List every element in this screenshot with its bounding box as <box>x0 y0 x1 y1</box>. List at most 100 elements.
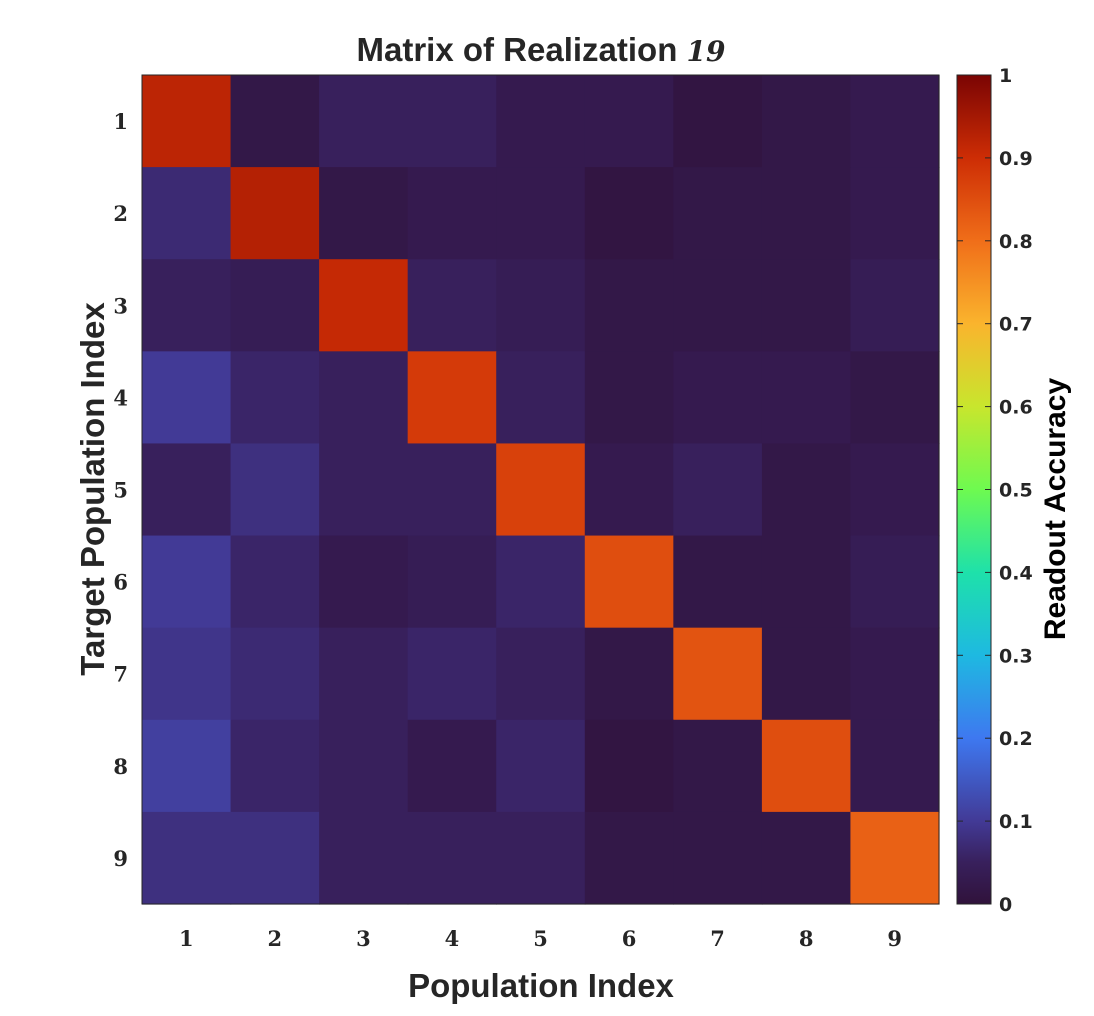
heatmap-cell-r9-c7 <box>673 811 763 905</box>
heatmap-cell-r8-c4 <box>407 719 497 813</box>
heatmap-cell-r4-c2 <box>230 351 320 445</box>
heatmap-cell-r5-c8 <box>761 443 852 537</box>
y-axis-label: Target Population Index <box>74 302 111 676</box>
heatmap-cell-r7-c4 <box>407 627 497 721</box>
chart-title: Matrix of Realization 19 <box>356 31 725 68</box>
y-tick-label: 6 <box>113 570 128 595</box>
x-tick-label: 1 <box>179 926 194 951</box>
heatmap-cell-r9-c2 <box>230 811 320 905</box>
x-ticks: 1 2 3 4 5 6 7 8 9 <box>179 926 902 951</box>
heatmap-cell-r7-c8 <box>761 627 852 721</box>
y-tick-label: 5 <box>113 478 128 503</box>
x-tick-label: 4 <box>445 926 460 951</box>
heatmap-cell-r6-c5 <box>496 535 586 629</box>
heatmap-cell-r4-c9 <box>850 351 940 445</box>
heatmap-cell-r8-c2 <box>230 719 320 813</box>
y-tick-label: 2 <box>113 201 128 226</box>
heatmap-cell-r6-c1 <box>142 535 232 629</box>
heatmap-cell-r4-c1 <box>142 351 232 445</box>
heatmap-cell-r5-c5 <box>496 443 586 537</box>
heatmap-cells <box>142 75 940 905</box>
heatmap-cell-r2-c4 <box>407 167 497 260</box>
heatmap-cell-r2-c7 <box>673 167 763 260</box>
heatmap-cell-r5-c7 <box>673 443 763 537</box>
heatmap-cell-r3-c6 <box>584 259 674 352</box>
heatmap-cell-r2-c3 <box>319 167 409 260</box>
y-tick-label: 7 <box>113 662 128 687</box>
colorbar-label: Readout Accuracy <box>1039 378 1072 641</box>
x-tick-label: 7 <box>710 926 725 951</box>
heatmap-cell-r8-c8 <box>761 719 852 813</box>
heatmap-cell-r6-c6 <box>584 535 674 629</box>
heatmap-cell-r3-c4 <box>407 259 497 352</box>
colorbar-tick-label: 0.3 <box>999 645 1033 667</box>
heatmap-cell-r6-c3 <box>319 535 409 629</box>
heatmap-cell-r8-c7 <box>673 719 763 813</box>
heatmap-cell-r8-c6 <box>584 719 674 813</box>
heatmap-cell-r8-c1 <box>142 719 232 813</box>
chart-title-number: 19 <box>687 35 726 68</box>
heatmap-cell-r1-c8 <box>761 75 852 168</box>
colorbar-tick-label: 0 <box>999 894 1012 916</box>
heatmap-cell-r3-c9 <box>850 259 940 352</box>
x-tick-label: 9 <box>887 926 902 951</box>
heatmap-cell-r1-c1 <box>142 75 232 168</box>
heatmap-cell-r3-c5 <box>496 259 586 352</box>
heatmap-cell-r7-c5 <box>496 627 586 721</box>
heatmap-cell-r3-c1 <box>142 259 232 352</box>
y-tick-label: 4 <box>113 385 128 410</box>
heatmap-cell-r8-c3 <box>319 719 409 813</box>
heatmap-cell-r7-c9 <box>850 627 940 721</box>
heatmap-cell-r6-c8 <box>761 535 852 629</box>
heatmap-cell-r1-c5 <box>496 75 586 168</box>
heatmap-cell-r3-c8 <box>761 259 852 352</box>
heatmap-cell-r9-c3 <box>319 811 409 905</box>
heatmap-cell-r9-c9 <box>850 811 940 905</box>
heatmap-cell-r1-c7 <box>673 75 763 168</box>
heatmap-cell-r5-c4 <box>407 443 497 537</box>
heatmap-cell-r2-c6 <box>584 167 674 260</box>
heatmap-cell-r7-c6 <box>584 627 674 721</box>
heatmap-cell-r2-c9 <box>850 167 940 260</box>
heatmap-cell-r2-c2 <box>230 167 320 260</box>
x-tick-label: 2 <box>267 926 282 951</box>
heatmap-cell-r2-c1 <box>142 167 232 260</box>
x-tick-label: 8 <box>799 926 814 951</box>
heatmap-cell-r4-c6 <box>584 351 674 445</box>
x-tick-label: 3 <box>356 926 371 951</box>
heatmap-cell-r5-c2 <box>230 443 320 537</box>
heatmap-cell-r5-c6 <box>584 443 674 537</box>
colorbar-tick-label: 0.6 <box>999 397 1033 419</box>
heatmap-cell-r9-c5 <box>496 811 586 905</box>
plot-frame <box>141 74 940 905</box>
colorbar-tick-label: 0.9 <box>999 148 1033 170</box>
heatmap-cell-r2-c5 <box>496 167 586 260</box>
heatmap-cell-r4-c5 <box>496 351 586 445</box>
heatmap-cell-r1-c6 <box>584 75 674 168</box>
heatmap-cell-r1-c3 <box>319 75 409 168</box>
heatmap-cell-r3-c7 <box>673 259 763 352</box>
heatmap-cell-r9-c8 <box>761 811 852 905</box>
heatmap-cell-r6-c7 <box>673 535 763 629</box>
y-ticks: 1 2 3 4 5 6 7 8 9 <box>113 109 128 871</box>
heatmap-cell-r4-c8 <box>761 351 852 445</box>
heatmap-cell-r9-c1 <box>142 811 232 905</box>
chart-title-text: Matrix of Realization <box>356 31 677 68</box>
colorbar-tick-label: 0.7 <box>999 314 1033 336</box>
x-tick-label: 6 <box>622 926 637 951</box>
x-axis-label: Population Index <box>408 967 674 1004</box>
heatmap-cell-r5-c3 <box>319 443 409 537</box>
heatmap-cell-r1-c2 <box>230 75 320 168</box>
heatmap-cell-r6-c9 <box>850 535 940 629</box>
heatmap-cell-r7-c1 <box>142 627 232 721</box>
heatmap-cell-r1-c9 <box>850 75 940 168</box>
heatmap-cell-r7-c3 <box>319 627 409 721</box>
colorbar-tick-label: 0.8 <box>999 231 1033 253</box>
colorbar-tick-label: 0.5 <box>999 480 1033 502</box>
y-tick-label: 1 <box>113 109 128 134</box>
heatmap-cell-r8-c9 <box>850 719 940 813</box>
heatmap-cell-r9-c6 <box>584 811 674 905</box>
heatmap-cell-r7-c7 <box>673 627 763 721</box>
heatmap-cell-r4-c4 <box>407 351 497 445</box>
